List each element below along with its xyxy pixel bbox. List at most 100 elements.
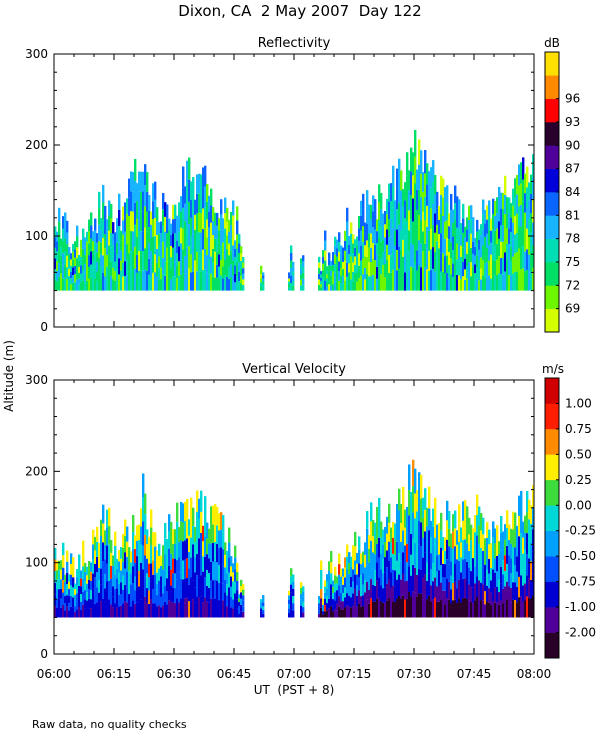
reflectivity-cell: [212, 234, 215, 249]
reflectivity-cell: [100, 266, 103, 279]
reflectivity-cell: [176, 253, 179, 266]
reflectivity-cell: [394, 260, 397, 276]
vertical-velocity-cell: [102, 504, 105, 524]
reflectivity-cell: [230, 277, 233, 291]
reflectivity-cell: [318, 262, 321, 269]
vertical-velocity-cell: [212, 580, 215, 599]
vertical-velocity-cell: [72, 577, 75, 588]
reflectivity-cell: [410, 266, 413, 291]
reflectivity-cell: [402, 256, 405, 274]
reflectivity-cell: [370, 204, 373, 220]
vertical-velocity-cell: [496, 525, 499, 541]
vertical-velocity-cell: [168, 565, 171, 584]
reflectivity-cell: [456, 259, 459, 275]
vertical-velocity-colorbar-swatch: [545, 428, 559, 455]
reflectivity-cell: [226, 235, 229, 250]
reflectivity-cell: [370, 262, 373, 277]
reflectivity-cell: [218, 218, 221, 231]
reflectivity-cell: [58, 249, 61, 263]
y-tick-label: 300: [25, 373, 48, 387]
reflectivity-cell: [208, 195, 211, 212]
vertical-velocity-cell: [368, 576, 371, 591]
vertical-velocity-cell: [302, 601, 305, 608]
reflectivity-cell: [260, 286, 263, 291]
vertical-velocity-cell: [512, 599, 515, 618]
reflectivity-cell: [290, 275, 293, 284]
x-tick-label: 07:15: [337, 667, 372, 681]
reflectivity-cell: [396, 229, 399, 250]
reflectivity-cell: [488, 215, 491, 231]
vertical-velocity-cell: [180, 598, 183, 618]
reflectivity-cell: [428, 230, 431, 251]
vertical-velocity-cell: [328, 589, 331, 599]
reflectivity-cell: [218, 242, 221, 255]
vertical-velocity-cell: [110, 604, 113, 618]
reflectivity-cell: [188, 201, 191, 225]
reflectivity-cell: [160, 279, 163, 291]
vertical-velocity-cell: [138, 586, 141, 602]
reflectivity-cell: [398, 224, 401, 247]
reflectivity-cell: [108, 260, 111, 276]
vertical-velocity-cell: [70, 563, 73, 575]
vertical-velocity-cell: [376, 543, 379, 563]
vertical-velocity-cell: [528, 558, 531, 579]
vertical-velocity-cell: [360, 564, 363, 575]
reflectivity-cell: [400, 270, 403, 291]
reflectivity-cell: [288, 278, 291, 282]
vertical-velocity-cell: [210, 524, 213, 544]
vertical-velocity-cell: [204, 516, 207, 537]
reflectivity-colorbar-label: 69: [565, 302, 580, 316]
vertical-velocity-cell: [526, 575, 529, 597]
reflectivity-cell: [360, 260, 363, 276]
reflectivity-cell: [102, 202, 105, 221]
reflectivity-cell: [262, 275, 265, 279]
reflectivity-cell: [140, 211, 143, 232]
reflectivity-cell: [454, 220, 457, 239]
vertical-velocity-cell: [442, 577, 445, 591]
vertical-velocity-cell: [324, 592, 327, 599]
reflectivity-units: dB: [544, 36, 560, 50]
reflectivity-cell: [458, 244, 461, 261]
vertical-velocity-cell: [354, 588, 357, 604]
vertical-velocity-cell: [396, 560, 399, 580]
vertical-velocity-cell: [192, 525, 195, 545]
vertical-velocity-cell: [352, 545, 355, 558]
vertical-velocity-cell: [528, 519, 531, 539]
reflectivity-cell: [396, 209, 399, 230]
vertical-velocity-cell: [356, 585, 359, 596]
reflectivity-cell: [132, 251, 135, 271]
vertical-velocity-cell: [110, 591, 113, 605]
reflectivity-cell: [366, 257, 369, 274]
reflectivity-cell: [112, 267, 115, 280]
reflectivity-cell: [352, 253, 355, 263]
vertical-velocity-cell: [140, 544, 143, 563]
vertical-velocity-cell: [180, 578, 183, 599]
reflectivity-cell: [202, 229, 205, 250]
vertical-velocity-cell: [346, 568, 349, 581]
vertical-velocity-cell: [192, 599, 195, 618]
vertical-velocity-cell: [386, 567, 389, 584]
reflectivity-cell: [428, 270, 431, 291]
reflectivity-cell: [128, 271, 131, 291]
vertical-velocity-cell: [382, 544, 385, 559]
vertical-velocity-cell: [120, 558, 123, 571]
reflectivity-cell: [92, 231, 95, 242]
vertical-velocity-cell: [530, 523, 533, 543]
reflectivity-cell: [378, 237, 381, 256]
vertical-velocity-cell: [468, 551, 471, 568]
vertical-velocity-cell: [136, 525, 139, 541]
vertical-velocity-cell: [188, 601, 191, 618]
vertical-velocity-cell: [156, 572, 159, 584]
vertical-velocity-cell: [326, 595, 329, 604]
vertical-velocity-cell: [288, 608, 291, 614]
reflectivity-cell: [318, 256, 321, 263]
reflectivity-cell: [388, 219, 391, 238]
reflectivity-cell: [380, 258, 383, 275]
vertical-velocity-cell: [142, 521, 145, 546]
vertical-velocity-cell: [378, 577, 381, 598]
vertical-velocity-cell: [344, 587, 347, 598]
reflectivity-cell: [438, 248, 441, 263]
reflectivity-cell: [152, 272, 155, 291]
reflectivity-cell: [530, 174, 533, 194]
reflectivity-cell: [196, 213, 199, 233]
